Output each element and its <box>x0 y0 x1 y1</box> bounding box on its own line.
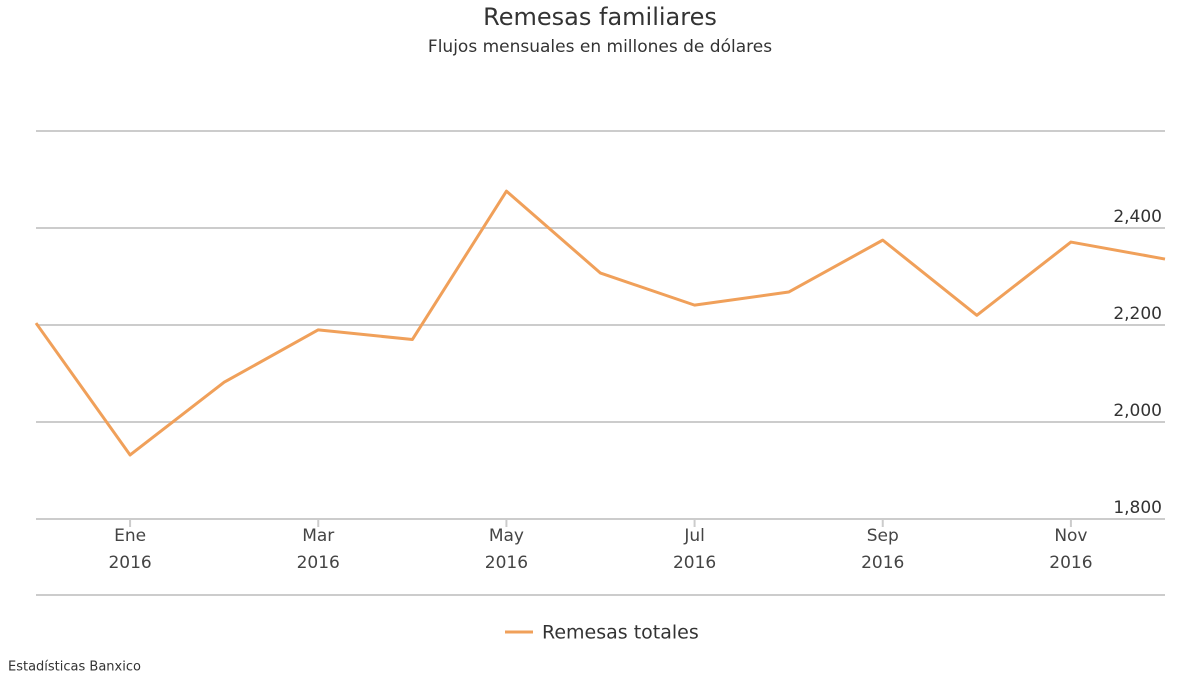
chart-title: Remesas familiares <box>483 3 717 31</box>
x-tick-label: Sep 2016 <box>861 526 905 573</box>
x-tick-label: May 2016 <box>484 526 529 573</box>
y-tick-label: 1,800 <box>1113 498 1162 518</box>
legend-label: Remesas totales <box>542 622 699 644</box>
y-tick-label: 2,000 <box>1113 401 1162 421</box>
x-tick-label: Nov 2016 <box>1049 526 1093 573</box>
y-tick-label: 2,400 <box>1113 207 1162 227</box>
x-tick-label: Mar 2016 <box>296 526 340 573</box>
x-tick-label: Jul 2016 <box>672 526 717 573</box>
chart-subtitle: Flujos mensuales en millones de dólares <box>428 37 772 57</box>
y-tick-label: 2,200 <box>1113 304 1162 324</box>
source: Estadísticas Banxico <box>8 660 141 673</box>
x-tick-label: Ene 2016 <box>108 526 152 573</box>
line-series <box>34 189 1166 457</box>
